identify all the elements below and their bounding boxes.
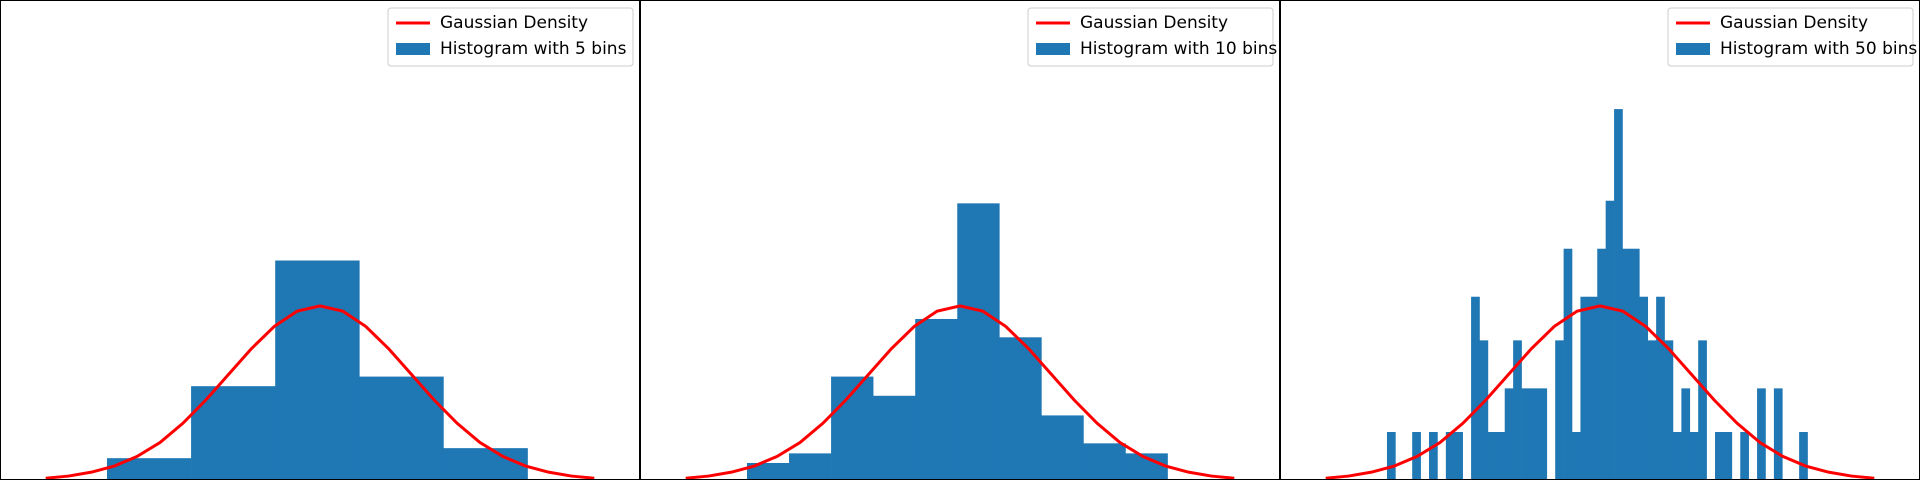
- histogram-bar: [275, 260, 360, 480]
- histogram-bar: [1479, 340, 1489, 480]
- histogram-bar: [1580, 296, 1590, 480]
- histogram-bar: [957, 203, 1000, 480]
- legend: Gaussian Density Histogram with 50 bins: [1667, 7, 1917, 67]
- histogram-bar: [1698, 340, 1707, 480]
- histogram-bar: [1630, 248, 1640, 480]
- legend-label: Gaussian Density: [1720, 13, 1868, 33]
- histogram-bar: [1083, 443, 1126, 480]
- histogram-bar: [1041, 415, 1084, 480]
- density-curve: [685, 304, 1235, 480]
- histogram-bar: [789, 453, 832, 480]
- histogram-bar: [746, 462, 790, 480]
- legend: Gaussian Density Histogram with 10 bins: [1027, 7, 1277, 67]
- legend-label: Histogram with 5 bins: [440, 39, 627, 59]
- density-curve: [1325, 304, 1875, 480]
- density-curve: [45, 304, 595, 480]
- legend-patch: [1036, 43, 1070, 55]
- histogram-bar: [1496, 432, 1506, 480]
- histogram-bar: [1723, 432, 1733, 480]
- histogram-bar: [999, 337, 1042, 480]
- histogram-bar: [1521, 388, 1531, 480]
- legend-label: Gaussian Density: [440, 13, 588, 33]
- histogram-bar: [1588, 296, 1598, 480]
- histogram-bar: [1538, 388, 1548, 480]
- histogram-bar: [1487, 432, 1497, 480]
- legend-patch: [396, 43, 430, 55]
- histogram-bar: [1773, 388, 1783, 480]
- legend-label: Histogram with 10 bins: [1080, 39, 1277, 59]
- histogram-bar: [1445, 432, 1455, 480]
- histogram-bar: [1656, 296, 1665, 480]
- histogram-bar: [1689, 432, 1699, 480]
- legend-box: [1667, 7, 1914, 67]
- histogram-bar: [1622, 248, 1632, 480]
- histogram-bar: [1664, 340, 1674, 480]
- legend-box: [387, 7, 634, 67]
- histogram-bar: [443, 448, 528, 480]
- legend-box: [1027, 7, 1274, 67]
- histogram-bar: [1799, 432, 1808, 480]
- histogram-bar: [1563, 248, 1573, 480]
- histogram-bar: [1681, 388, 1691, 480]
- histogram-bar: [1614, 109, 1623, 480]
- histogram-bar: [106, 458, 192, 480]
- histogram-bar: [359, 376, 444, 480]
- histogram-bar: [1529, 388, 1539, 480]
- legend-label: Gaussian Density: [1080, 13, 1228, 33]
- histogram-bar: [1386, 432, 1396, 480]
- histogram-bar: [1740, 432, 1749, 480]
- histogram-bar: [1513, 340, 1522, 480]
- histogram-bar: [1471, 296, 1480, 480]
- histogram-bar: [1504, 388, 1514, 480]
- histogram-bar: [1639, 296, 1649, 480]
- histogram-bar: [1572, 432, 1581, 480]
- panel: Gaussian Density Histogram with 5 bins: [0, 0, 640, 480]
- histogram-bar: [1555, 340, 1564, 480]
- histogram-bar: [1605, 200, 1615, 480]
- histogram-bar: [1715, 432, 1724, 480]
- histogram-bar: [1429, 432, 1438, 480]
- histogram-bar: [873, 395, 916, 480]
- histogram-bar: [1672, 432, 1682, 480]
- panel: Gaussian Density Histogram with 50 bins: [1280, 0, 1920, 480]
- legend-label: Histogram with 50 bins: [1720, 39, 1917, 59]
- histogram-bar: [1454, 432, 1463, 480]
- legend-patch: [1676, 43, 1710, 55]
- histogram-bar: [1757, 388, 1766, 480]
- histogram-bar: [915, 318, 958, 480]
- legend: Gaussian Density Histogram with 5 bins: [387, 7, 634, 67]
- panel: Gaussian Density Histogram with 10 bins: [640, 0, 1280, 480]
- histogram-bar: [1647, 340, 1657, 480]
- histogram-bar: [1597, 248, 1606, 480]
